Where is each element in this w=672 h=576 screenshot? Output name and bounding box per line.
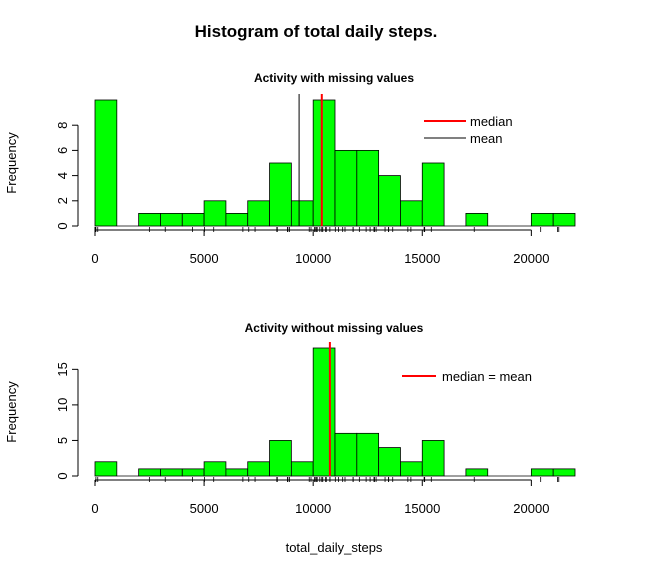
histogram-bar [269,162,292,227]
histogram-bar [138,212,161,227]
x-axis-label: total_daily_steps [286,540,383,555]
y-tick-label: 6 [55,147,70,154]
histogram-bar [334,149,358,227]
histogram-bar [378,175,401,227]
x-tick-label: 10000 [295,501,331,516]
histogram-bar [465,212,489,227]
histogram-bar [203,461,227,477]
histogram-bar [160,468,183,477]
x-tick-label: 0 [91,251,98,266]
histogram-bar [530,468,554,477]
x-tick-label: 5000 [190,501,219,516]
histogram-bar [160,212,183,227]
histogram-bar [356,149,380,227]
x-tick-label: 20000 [513,251,549,266]
histogram-bar [421,162,445,227]
y-tick-label: 15 [55,362,70,376]
x-tick-label: 15000 [404,501,440,516]
y-axis-label: Frequency [4,381,19,443]
y-tick-label: 5 [55,437,70,444]
x-tick-label: 20000 [513,501,549,516]
histogram-bar [290,200,314,227]
histogram-bar [138,468,161,477]
histogram-bar [181,468,205,477]
histogram-bar [465,468,489,477]
x-tick-label: 10000 [295,251,331,266]
y-tick-label: 4 [55,172,70,179]
histogram-bar [552,468,576,477]
x-tick-label: 0 [91,501,98,516]
figure-title: Histogram of total daily steps. [195,22,438,41]
histogram-bar [421,440,445,477]
histogram-bar [269,440,292,477]
histogram-bar [400,200,423,227]
histogram-bar [378,447,401,477]
histogram-bar [225,212,249,227]
x-tick-label: 15000 [404,251,440,266]
y-tick-label: 0 [55,222,70,229]
histogram-bar [312,99,336,227]
x-tick-label: 5000 [190,251,219,266]
panel-with-missing: Activity with missing values 0 2 4 6 8 Frequen… [4,71,576,266]
histogram-bar [94,99,118,227]
y-tick-label: 8 [55,122,70,129]
histogram-bar [290,461,314,477]
histogram-bar [203,200,227,227]
histogram-bar [181,212,205,227]
panel-without-missing: Activity without missing values 0 5 10 15 Fre… [4,321,576,516]
y-tick-label: 0 [55,472,70,479]
histogram-bar [94,461,118,477]
panel-title: Activity without missing values [245,321,424,335]
histogram-bar [552,212,576,227]
histogram-bar [247,461,270,477]
panel-title: Activity with missing values [254,71,414,85]
legend-label: mean [470,131,503,146]
histogram-bar [334,432,358,477]
histogram-bar [225,468,249,477]
histogram-bar [312,347,336,477]
y-axis-label: Frequency [4,132,19,194]
y-tick-label: 2 [55,197,70,204]
y-tick-label: 10 [55,398,70,412]
histogram-bar [400,461,423,477]
histogram-bar [530,212,554,227]
legend-label: median [470,114,513,129]
histogram-bar [247,200,270,227]
histogram-bar [356,432,380,477]
legend-label: median = mean [442,369,532,384]
